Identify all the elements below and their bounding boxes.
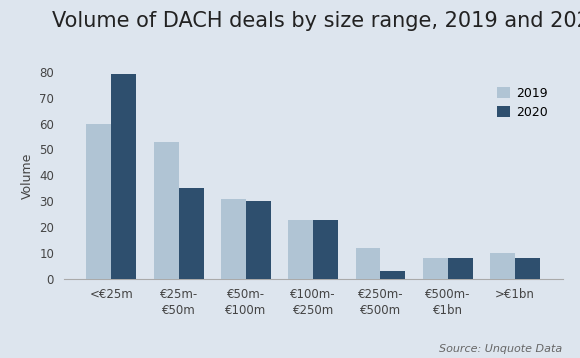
Bar (356, 248, 380, 279)
Text: Volume of DACH deals by size range, 2019 and 2020: Volume of DACH deals by size range, 2019… (52, 11, 580, 31)
Bar (423, 258, 448, 279)
Bar (86, 124, 111, 279)
Bar (313, 219, 338, 279)
Bar (380, 271, 405, 279)
Legend: 2019, 2020: 2019, 2020 (488, 78, 556, 127)
Y-axis label: Volume: Volume (21, 152, 34, 199)
Bar (179, 188, 204, 279)
Bar (490, 253, 515, 279)
Bar (154, 142, 179, 279)
Bar (246, 201, 271, 279)
Text: Source: Unquote Data: Source: Unquote Data (440, 344, 563, 354)
Bar (111, 74, 136, 279)
Bar (448, 258, 473, 279)
Bar (288, 219, 313, 279)
Bar (221, 199, 246, 279)
Bar (515, 258, 540, 279)
